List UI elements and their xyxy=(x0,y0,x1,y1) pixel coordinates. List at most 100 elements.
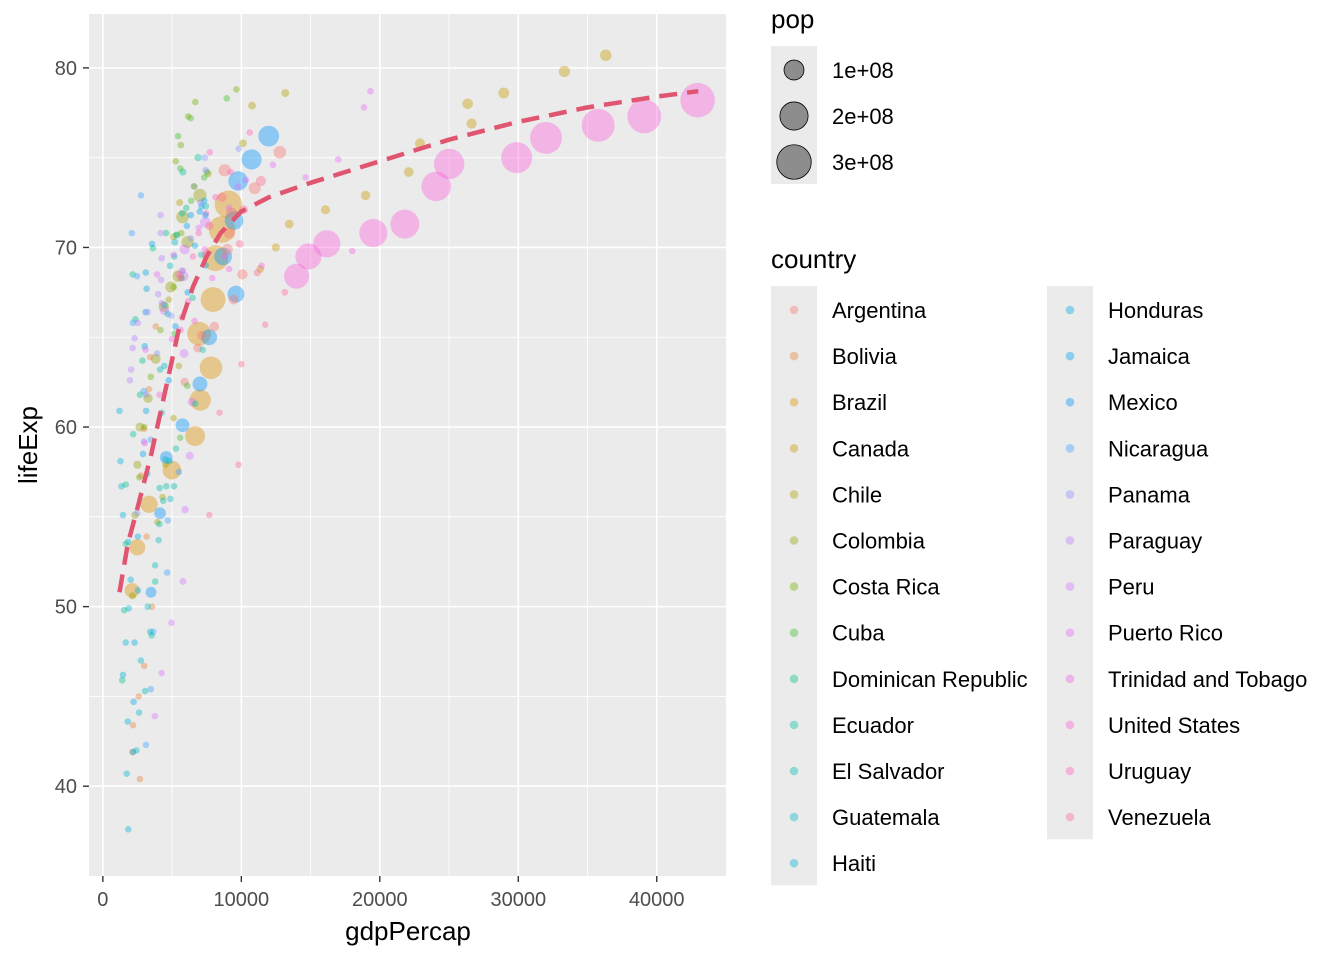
data-point xyxy=(173,231,181,239)
data-point xyxy=(175,362,183,370)
color-legend-key xyxy=(1065,582,1075,591)
data-point xyxy=(181,235,194,249)
data-point xyxy=(145,386,153,393)
data-point xyxy=(501,142,533,174)
data-point xyxy=(284,263,310,289)
data-point xyxy=(558,65,571,78)
color-legend-label: Peru xyxy=(1108,575,1154,600)
color-legend-key xyxy=(1065,628,1075,637)
x-tick-label: 20000 xyxy=(352,889,408,911)
data-point xyxy=(177,141,185,149)
data-point xyxy=(157,276,165,284)
data-point xyxy=(234,183,242,190)
data-point xyxy=(124,582,140,598)
data-point xyxy=(248,182,261,195)
data-point xyxy=(214,247,233,266)
data-point xyxy=(142,269,150,276)
color-legend-key xyxy=(789,536,799,545)
data-point xyxy=(225,265,233,273)
data-point xyxy=(179,348,189,358)
data-point xyxy=(148,603,156,610)
data-point xyxy=(235,145,242,152)
x-tick-label: 10000 xyxy=(214,889,270,911)
data-point xyxy=(136,775,144,783)
data-point xyxy=(178,210,186,217)
color-legend-key xyxy=(1065,305,1075,315)
data-point xyxy=(159,497,167,504)
data-point xyxy=(204,170,212,178)
data-point xyxy=(125,605,133,612)
data-point xyxy=(680,82,715,118)
data-point xyxy=(201,245,209,253)
data-point xyxy=(163,569,171,576)
color-legend-label: El Salvador xyxy=(832,759,945,784)
data-point xyxy=(261,321,269,328)
data-point xyxy=(154,507,166,520)
color-legend-key xyxy=(789,582,799,591)
data-point xyxy=(189,294,196,302)
data-point xyxy=(193,188,207,203)
data-point xyxy=(167,495,174,503)
data-point xyxy=(157,229,164,237)
data-point xyxy=(135,474,143,481)
data-point xyxy=(195,224,203,232)
data-point xyxy=(156,366,164,373)
data-point xyxy=(136,391,144,399)
data-point xyxy=(199,346,207,354)
data-point xyxy=(284,219,294,229)
color-legend-keys xyxy=(1047,286,1093,840)
data-point xyxy=(141,342,149,350)
data-point xyxy=(221,253,228,260)
data-point xyxy=(134,533,142,540)
data-point xyxy=(175,418,190,433)
data-point xyxy=(142,391,150,399)
data-point xyxy=(154,518,161,526)
data-point xyxy=(124,538,132,546)
data-point xyxy=(127,366,135,373)
data-point xyxy=(162,229,170,237)
data-point xyxy=(129,592,137,600)
plot-grid xyxy=(89,14,726,876)
data-point xyxy=(119,511,127,519)
data-point xyxy=(192,400,199,407)
data-point xyxy=(122,639,130,646)
data-point xyxy=(403,167,414,177)
data-point xyxy=(177,274,184,282)
data-point xyxy=(273,145,287,159)
data-point xyxy=(166,457,173,465)
data-point xyxy=(281,288,289,296)
data-point xyxy=(216,409,223,416)
x-tick-label: 40000 xyxy=(629,889,685,911)
data-point xyxy=(148,240,156,248)
data-point xyxy=(147,373,155,381)
data-point xyxy=(172,270,185,283)
x-axis-title: gdpPercap xyxy=(345,916,471,946)
x-tick-label: 0 xyxy=(97,889,108,911)
trend-line xyxy=(117,88,699,593)
data-point xyxy=(227,168,234,176)
y-axis: 40 50 60 70 80 xyxy=(55,58,89,798)
color-legend-label: Bolivia xyxy=(832,344,898,369)
data-point xyxy=(173,231,180,239)
data-point xyxy=(140,495,158,513)
data-point xyxy=(137,472,145,479)
data-point xyxy=(135,693,142,700)
color-legend-label: Guatemala xyxy=(832,805,940,830)
color-legend-label: Paraguay xyxy=(1108,529,1202,554)
data-point xyxy=(197,199,204,206)
color-legend-key xyxy=(789,858,799,868)
data-point xyxy=(140,387,148,395)
color-legend-key xyxy=(789,628,799,637)
data-point xyxy=(157,211,164,219)
data-point xyxy=(142,346,149,354)
color-legend-keys xyxy=(771,286,817,886)
data-point xyxy=(158,669,165,677)
data-point xyxy=(118,676,126,684)
data-point xyxy=(142,308,149,316)
color-legend-key xyxy=(1065,674,1075,684)
data-point xyxy=(140,438,148,445)
data-point xyxy=(466,118,477,129)
data-point xyxy=(133,460,142,469)
color-legend: Argentina Bolivia Brazil Canada Chile Colombi… xyxy=(771,286,1307,886)
data-point xyxy=(183,222,191,230)
